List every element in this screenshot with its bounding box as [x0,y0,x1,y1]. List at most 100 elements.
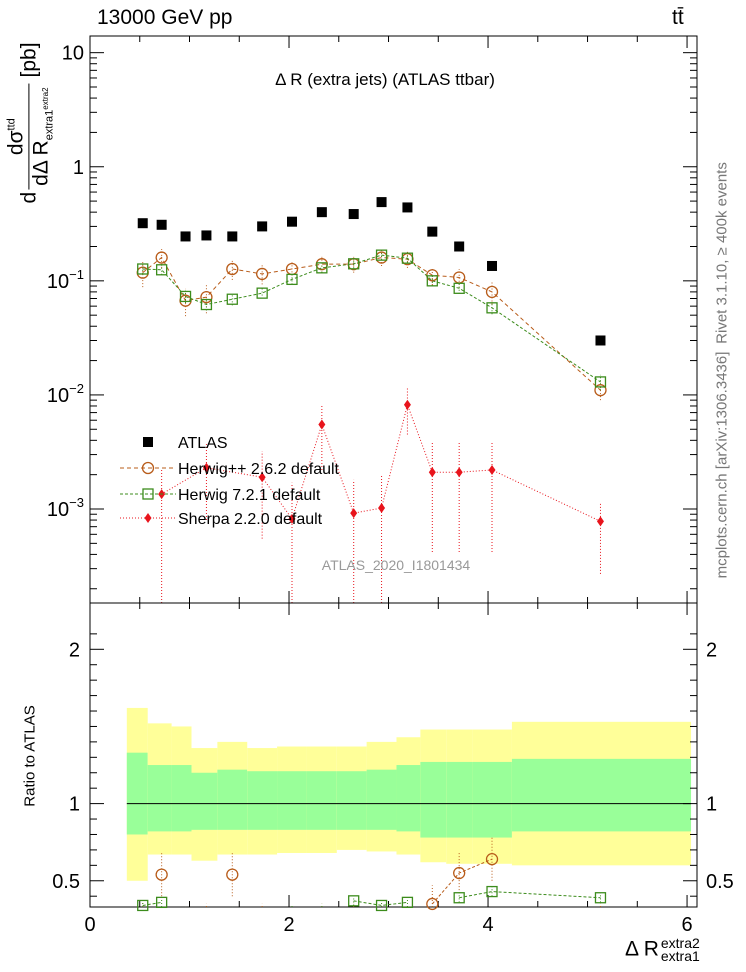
energy-label: 13000 GeV pp [97,6,233,29]
uncertainty-band-green [396,765,421,832]
uncertainty-band-green [366,769,397,830]
xlabel-sup: extra2 [660,935,700,951]
x-tick-label: 4 [482,914,493,936]
data-point-open-square [453,282,465,294]
ratio-y-tick-label-right: 1 [706,794,717,816]
uncertainty-band-green [217,769,248,830]
data-point-open-circle [255,267,269,281]
data-point-open-circle [200,290,213,304]
data-point-open-square [316,262,328,274]
data-point-diamond [455,467,463,478]
data-point-diamond [350,508,358,519]
ratio-y-tick-label: 0.5 [52,871,80,893]
uncertainty-band-green [171,765,192,832]
data-point-diamond [488,464,496,475]
data-point-open-square [486,302,498,314]
data-point-open-square [137,263,149,275]
chart-title: Δ R (extra jets) (ATLAS ttbar) [275,70,495,89]
legend-marker [141,461,155,475]
data-point-open-square [486,885,498,898]
data-point-open-square [401,252,414,264]
data-point-square [227,231,238,242]
legend-label: Herwig 7.2.1 default [178,487,321,504]
data-point-square [454,241,465,252]
data-point-square [156,219,167,230]
data-point-open-square [594,376,607,388]
data-point-square [487,260,498,271]
data-point-square [180,231,191,242]
data-point-diamond [428,467,436,478]
uncertainty-band-green [247,771,278,830]
data-point-open-square [200,298,213,311]
data-point-open-circle [226,868,239,881]
data-point-diamond [403,399,411,410]
y-tick-base: 10 [47,499,69,521]
data-point-open-circle [485,853,499,866]
y-tick-label: 1 [73,157,84,179]
data-point-open-square [226,293,238,305]
y-tick-base: 10 [47,385,69,407]
legend-label: ATLAS [178,435,228,452]
ratio-y-tick-label: 2 [69,639,80,661]
process-label: tt̄ [672,6,684,29]
data-point-open-square [256,287,268,299]
uncertainty-band-green [336,771,367,830]
x-tick-label: 6 [681,914,692,936]
data-point-square [595,335,606,346]
y-tick-label: 10−2 [47,381,84,407]
data-point-open-square [286,273,298,286]
ratio-plot: 0 2 4 6 0.5 0.5 1 1 2 2 [52,602,734,936]
x-tick-label: 2 [283,914,294,936]
data-point-square [376,197,387,208]
legend-marker [142,488,154,500]
data-point-open-circle [155,868,168,881]
series-line [431,858,493,905]
uncertainty-band-green [277,771,307,830]
data-point-open-circle [426,897,439,911]
data-point-square [427,226,438,237]
ratio-y-tick-label-right: 2 [706,639,717,661]
y-tick-exponent: −3 [69,495,84,510]
y-tick-label: 10−1 [47,267,84,293]
y-tick-label: 10−3 [47,495,84,521]
legend-label: Sherpa 2.2.0 default [178,511,323,528]
legend-marker [143,437,153,447]
data-point-open-circle [226,262,239,276]
watermark: ATLAS_2020_I1801434 [322,557,471,573]
series-line [142,254,601,383]
ratio-y-tick-label-right: 0.5 [706,871,734,893]
data-point-open-square [348,258,360,270]
uncertainty-band-green [420,761,447,838]
x-tick-label: 0 [84,914,95,936]
data-point-square [316,207,327,218]
series-line [142,256,601,391]
uncertainty-band-green [147,765,172,832]
data-point-square [402,202,413,213]
data-point-open-circle [453,866,466,880]
data-point-open-square [137,899,149,912]
y-tick-base: 10 [47,271,69,293]
series-line [459,891,601,899]
uncertainty-band-green [472,761,512,838]
y-tick-exponent: −2 [69,381,84,396]
uncertainty-band-green [191,772,218,830]
data-point-open-square [453,892,465,904]
data-point-diamond [596,516,604,527]
ratio-frame [89,602,698,908]
ratio-y-tick-label: 1 [69,794,80,816]
data-point-open-square [375,899,388,912]
uncertainty-band-green [511,758,692,832]
data-point-open-circle [155,251,168,264]
series-line [161,403,601,522]
data-point-open-square [348,895,360,907]
data-point-open-circle [485,285,499,299]
data-point-open-square [155,896,168,909]
data-point-square [201,230,212,241]
uncertainty-band-green [126,752,148,835]
data-point-open-circle [594,384,607,397]
data-point-open-square [179,290,192,303]
data-point-open-square [401,896,414,909]
y-tick-exponent: −1 [69,267,84,282]
